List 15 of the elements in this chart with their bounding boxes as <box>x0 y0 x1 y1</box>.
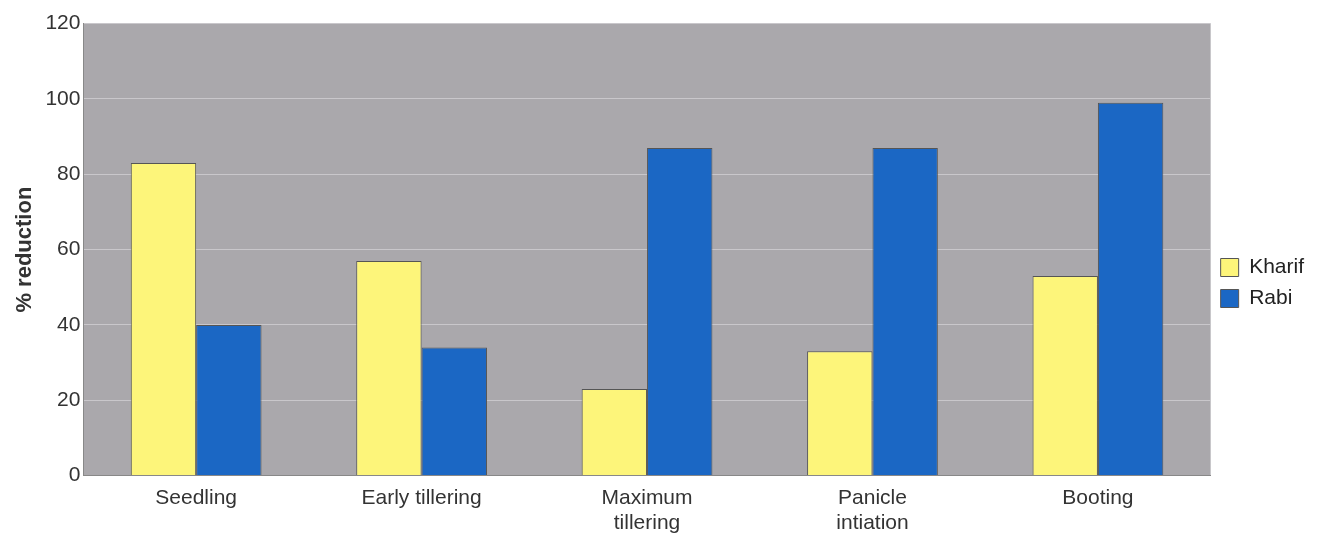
y-tick-label: 40 <box>57 311 81 335</box>
x-tick-label: Panicle intiation <box>836 485 909 534</box>
y-tick-label: 20 <box>57 387 81 411</box>
y-axis-title: % reduction <box>11 186 37 313</box>
x-tick-label: Early tillering <box>361 485 482 508</box>
y-tick-label: 0 <box>68 462 81 486</box>
y-tick-label: 60 <box>57 236 81 260</box>
y-tick-label: 120 <box>45 10 81 34</box>
legend-label: Kharif <box>1249 254 1305 278</box>
x-tick-label: Maximum tillering <box>601 485 693 534</box>
y-tick-label: 80 <box>57 161 81 185</box>
x-tick-label: Seedling <box>155 485 238 508</box>
legend-label: Rabi <box>1249 285 1293 309</box>
x-tick-label: Booting <box>1062 485 1134 508</box>
y-tick-label: 100 <box>45 85 81 109</box>
